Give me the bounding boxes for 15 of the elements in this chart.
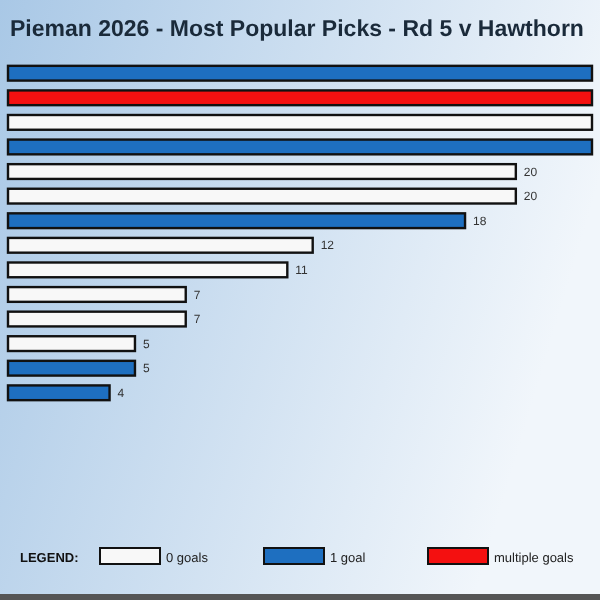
bar bbox=[6, 212, 467, 230]
bar bbox=[6, 162, 518, 181]
bar bbox=[6, 236, 314, 254]
bar bbox=[6, 285, 187, 304]
bar bbox=[6, 261, 289, 279]
bar bbox=[6, 310, 187, 328]
bar bbox=[6, 138, 594, 156]
bar bbox=[6, 187, 518, 205]
bar bbox=[6, 113, 594, 131]
chart-title: Pieman 2026 - Most Popular Picks - Rd 5 v Hawthorn bbox=[10, 18, 584, 42]
bar bbox=[6, 64, 594, 82]
bar bbox=[6, 335, 137, 353]
bar bbox=[6, 89, 594, 107]
bar bbox=[6, 359, 137, 377]
bar bbox=[6, 384, 111, 402]
